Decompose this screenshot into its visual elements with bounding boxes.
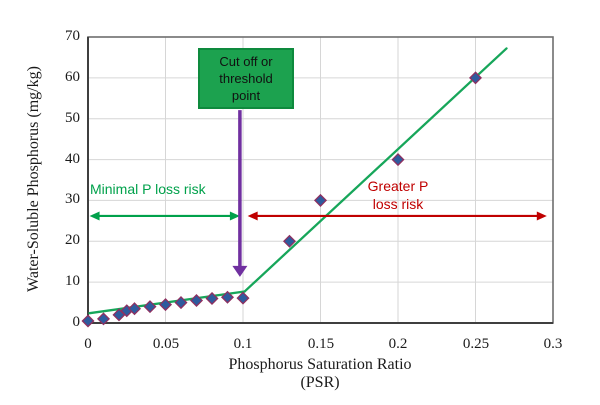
minimal-risk-arrowhead-right bbox=[229, 211, 240, 221]
data-point bbox=[468, 71, 483, 85]
x-tick-label: 0.3 bbox=[543, 336, 563, 352]
x-tick-label: 0.05 bbox=[152, 336, 180, 352]
data-point bbox=[96, 312, 111, 326]
x-tick-label: 0.2 bbox=[388, 336, 408, 352]
cutoff-callout-line: threshold bbox=[219, 71, 273, 86]
x-axis-title-line2: (PSR) bbox=[300, 374, 340, 391]
y-tick-label: 10 bbox=[65, 273, 80, 289]
y-axis-title: Water-Soluble Phosphorus (mg/kg) bbox=[25, 66, 42, 292]
data-point bbox=[189, 294, 204, 308]
greater-risk-label: Greater P loss risk bbox=[357, 177, 439, 213]
data-point bbox=[174, 296, 188, 310]
y-tick-label: 0 bbox=[72, 314, 81, 330]
cutoff-threshold-callout: Cut off or threshold point bbox=[198, 48, 294, 109]
x-tick-label: 0.15 bbox=[307, 336, 335, 352]
data-point bbox=[127, 302, 142, 316]
minimal-risk-label: Minimal P loss risk bbox=[90, 181, 206, 197]
x-tick-label: 0 bbox=[84, 336, 92, 352]
y-tick-label: 50 bbox=[65, 110, 80, 126]
data-point bbox=[158, 298, 173, 312]
data-point bbox=[143, 300, 157, 314]
data-point bbox=[391, 153, 405, 167]
greater-risk-label-line2: loss risk bbox=[372, 196, 424, 212]
data-point bbox=[81, 314, 95, 328]
cutoff-callout-line: Cut off or bbox=[219, 54, 273, 69]
greater-risk-arrowhead-right bbox=[536, 211, 547, 221]
data-point bbox=[205, 291, 219, 306]
y-tick-label: 40 bbox=[65, 151, 80, 167]
data-point bbox=[236, 291, 250, 305]
data-point bbox=[282, 234, 297, 248]
greater-risk-label-line1: Greater P bbox=[367, 178, 429, 194]
y-tick-label: 30 bbox=[65, 191, 80, 207]
greater-risk-arrowhead-left bbox=[247, 211, 258, 221]
x-axis-title: Phosphorus Saturation Ratio bbox=[228, 356, 412, 373]
data-point bbox=[313, 193, 328, 207]
y-tick-label: 70 bbox=[65, 28, 80, 44]
cutoff-arrowhead bbox=[232, 265, 248, 277]
minimal-risk-arrowhead-left bbox=[89, 211, 100, 221]
cutoff-callout-line: point bbox=[231, 88, 261, 103]
trend-line bbox=[243, 47, 508, 293]
x-tick-label: 0.1 bbox=[233, 336, 253, 352]
x-tick-label: 0.25 bbox=[462, 336, 490, 352]
y-tick-label: 20 bbox=[65, 232, 80, 248]
y-tick-label: 60 bbox=[65, 69, 80, 85]
data-point bbox=[220, 290, 235, 304]
